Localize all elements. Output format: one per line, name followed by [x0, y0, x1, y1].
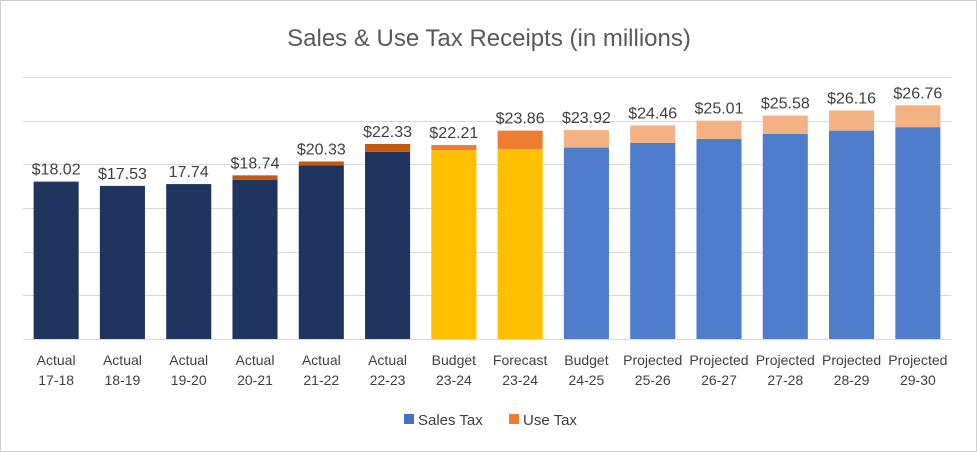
- data-labels: $18.02 $17.53 17.74 $18.74 $20.33 $22.33 $22.2…: [32, 85, 943, 183]
- total-label-1: $17.53: [98, 166, 147, 183]
- sales-tax-bar-11: [762, 133, 808, 339]
- sales-tax-bar-7: [497, 148, 543, 339]
- x-tick-label-0-0: Actual: [37, 352, 76, 368]
- x-tick-label-9-0: Projected: [623, 352, 682, 368]
- x-tick-label-12-1: 28-29: [834, 372, 870, 388]
- x-tick-label-5-1: 22-23: [370, 372, 406, 388]
- x-tick-label-12-0: Projected: [822, 352, 881, 368]
- total-label-6: $22.21: [429, 125, 478, 142]
- use-tax-bar-6: [431, 145, 477, 151]
- x-tick-label-11-1: 27-28: [767, 372, 803, 388]
- use-tax-bar-5: [365, 143, 411, 152]
- legend-swatch-1: [509, 414, 519, 424]
- x-tick-label-13-0: Projected: [888, 352, 947, 368]
- sales-tax-bar-1: [99, 185, 145, 339]
- use-tax-bar-7: [497, 130, 543, 149]
- x-tick-label-13-1: 29-30: [900, 372, 936, 388]
- legend-swatch-0: [404, 414, 414, 424]
- x-axis-tick-labels: Actual 17-18 Actual 18-19 Actual 19-20 Actual 2…: [37, 352, 948, 388]
- x-tick-label-10-1: 26-27: [701, 372, 737, 388]
- sales-tax-bar-5: [365, 151, 411, 339]
- total-label-5: $22.33: [363, 124, 412, 141]
- total-label-10: $25.01: [695, 101, 744, 118]
- legend-label-0: Sales Tax: [418, 412, 483, 429]
- gridlines: [23, 77, 951, 340]
- use-tax-bar-12: [829, 110, 875, 131]
- total-label-0: $18.02: [32, 162, 81, 179]
- x-tick-label-1-0: Actual: [103, 352, 142, 368]
- total-label-9: $24.46: [628, 105, 677, 122]
- bars: [33, 105, 941, 339]
- sales-tax-bar-9: [630, 142, 676, 339]
- x-tick-label-7-0: Forecast: [493, 352, 548, 368]
- sales-tax-bar-4: [298, 165, 344, 339]
- x-tick-label-7-1: 23-24: [502, 372, 538, 388]
- x-tick-label-1-1: 18-19: [105, 372, 141, 388]
- total-label-8: $23.92: [562, 110, 611, 127]
- x-tick-label-2-1: 19-20: [171, 372, 207, 388]
- sales-tax-bar-8: [563, 147, 609, 339]
- x-tick-label-6-0: Budget: [432, 352, 476, 368]
- x-tick-label-10-0: Projected: [689, 352, 748, 368]
- x-tick-label-2-0: Actual: [169, 352, 208, 368]
- total-label-13: $26.76: [893, 85, 942, 102]
- legend: Sales Tax Use Tax: [404, 412, 577, 429]
- x-tick-label-3-1: 20-21: [237, 372, 273, 388]
- sales-tax-bar-6: [431, 150, 477, 339]
- use-tax-bar-3: [232, 175, 278, 180]
- total-label-11: $25.58: [761, 96, 810, 113]
- sales-tax-bar-2: [166, 184, 212, 339]
- sales-tax-bar-13: [895, 127, 941, 339]
- x-tick-label-0-1: 17-18: [38, 372, 74, 388]
- x-tick-label-4-1: 21-22: [303, 372, 339, 388]
- x-tick-label-5-0: Actual: [368, 352, 407, 368]
- total-label-7: $23.86: [496, 111, 545, 128]
- use-tax-bar-4: [298, 161, 344, 166]
- total-label-4: $20.33: [297, 141, 346, 158]
- legend-label-1: Use Tax: [523, 412, 577, 429]
- sales-tax-bar-12: [829, 130, 875, 339]
- x-tick-label-8-1: 24-25: [569, 372, 605, 388]
- total-label-12: $26.16: [827, 91, 876, 108]
- sales-tax-bar-10: [696, 138, 742, 339]
- sales-tax-bar-3: [232, 179, 278, 339]
- x-tick-label-11-0: Projected: [756, 352, 815, 368]
- total-label-3: $18.74: [231, 155, 280, 172]
- x-tick-label-4-0: Actual: [302, 352, 341, 368]
- use-tax-bar-13: [895, 105, 941, 128]
- use-tax-bar-9: [630, 125, 676, 143]
- use-tax-bar-8: [563, 130, 609, 148]
- x-tick-label-9-1: 25-26: [635, 372, 671, 388]
- use-tax-bar-11: [762, 115, 808, 134]
- sales-tax-bar-0: [33, 181, 79, 339]
- x-tick-label-3-0: Actual: [236, 352, 275, 368]
- x-tick-label-8-0: Budget: [564, 352, 608, 368]
- total-label-2: 17.74: [169, 164, 209, 181]
- x-tick-label-6-1: 23-24: [436, 372, 472, 388]
- chart-title: Sales & Use Tax Receipts (in millions): [287, 25, 691, 52]
- use-tax-bar-10: [696, 120, 742, 139]
